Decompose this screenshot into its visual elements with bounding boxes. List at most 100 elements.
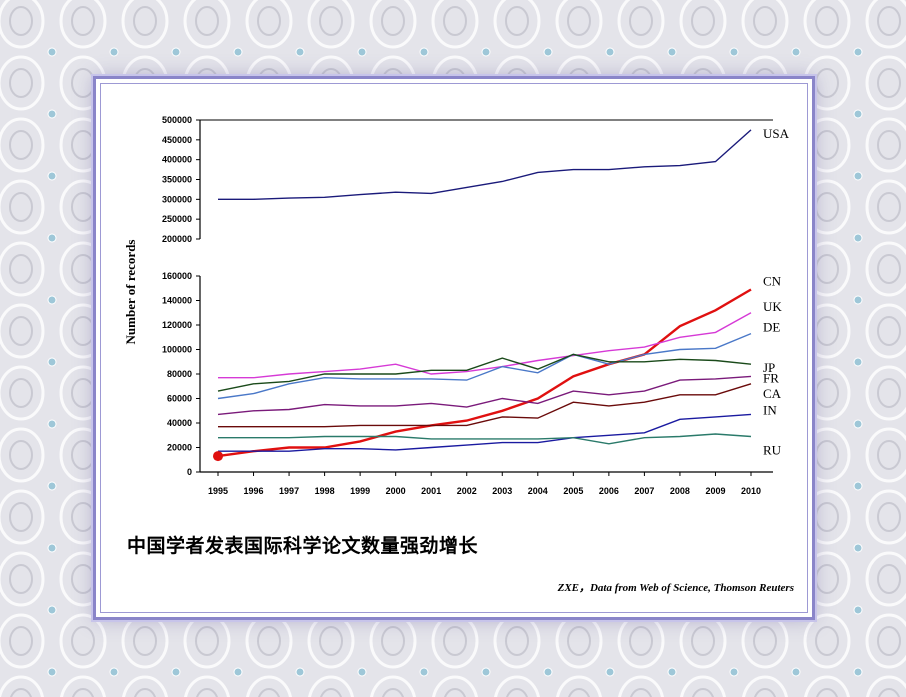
series-line-ca (218, 383, 752, 428)
ornament (171, 667, 230, 697)
x-tick-label: 1998 (315, 486, 335, 496)
ornament (0, 613, 45, 669)
slide-inner-border (100, 83, 808, 613)
ornament (853, 109, 906, 173)
ornament (853, 605, 906, 669)
ornament (245, 0, 293, 49)
series-cn: CN (217, 273, 782, 458)
cn-start-marker (213, 451, 223, 462)
ornament (0, 675, 44, 697)
ornament (543, 667, 602, 697)
y-tick-label: 120000 (162, 320, 192, 330)
chart-caption: 中国学者发表国际科学论文数量强劲增长 (127, 535, 479, 557)
x-tick-label: 2008 (670, 486, 690, 496)
y-tick-label: 40000 (167, 418, 192, 428)
series-label-ru: RU (763, 442, 782, 457)
ornament (419, 667, 478, 697)
y-tick-label: 300000 (162, 194, 192, 204)
series-jp: JP (217, 353, 775, 392)
y-tick-label: 60000 (167, 394, 192, 404)
ornament (0, 55, 45, 111)
series-usa: USA (218, 126, 790, 201)
series-line-ru (218, 433, 752, 445)
ornament (47, 667, 106, 697)
ornament (667, 667, 726, 697)
axes: 5000004500004000003500003000002500002000… (162, 115, 773, 496)
ornament (791, 667, 850, 697)
ornament (853, 171, 906, 235)
ornament (431, 0, 479, 49)
ornament (0, 365, 45, 421)
slide-frame (91, 74, 817, 622)
y-tick-label: 500000 (162, 115, 192, 125)
ornament (369, 0, 417, 49)
y-tick-label: 400000 (162, 155, 192, 165)
series-label-uk: UK (763, 299, 782, 314)
series-label-de: DE (763, 320, 780, 335)
x-tick-label: 2010 (741, 486, 761, 496)
ornament (357, 667, 416, 697)
ornament (47, 605, 107, 669)
y-tick-label: 350000 (162, 175, 192, 185)
ornament (307, 0, 355, 49)
series-line-de (217, 332, 752, 400)
x-tick-label: 2007 (634, 486, 654, 496)
x-tick-label: 2004 (528, 486, 548, 496)
series-uk: UK (218, 299, 782, 379)
ornament (555, 0, 603, 49)
x-tick-label: 2006 (599, 486, 619, 496)
line-chart: 5000004500004000003500003000002500002000… (123, 115, 790, 496)
ornament (617, 0, 665, 49)
series-ru: RU (218, 433, 782, 457)
ornament (0, 489, 45, 545)
x-tick-label: 2000 (386, 486, 406, 496)
ornament (0, 179, 45, 235)
ornament (865, 0, 906, 49)
ornament (47, 171, 107, 235)
ornament (853, 295, 906, 359)
x-tick-label: 1996 (244, 486, 264, 496)
series-label-jp: JP (763, 360, 775, 375)
y-tick-label: 200000 (162, 234, 192, 244)
ornament (853, 419, 906, 483)
y-tick-label: 140000 (162, 296, 192, 306)
y-tick-label: 0 (187, 467, 192, 477)
ornament (59, 0, 107, 49)
y-tick-label: 100000 (162, 345, 192, 355)
ornament (853, 357, 906, 421)
ornament (853, 667, 906, 697)
series-de: DE (217, 320, 780, 400)
x-tick-label: 2003 (492, 486, 512, 496)
source-note: ZXE，Data from Web of Science, Thomson Re… (557, 582, 794, 594)
ornament (109, 667, 168, 697)
series-line-cn (217, 288, 752, 458)
series-label-fr: FR (763, 370, 779, 385)
ornament (481, 667, 540, 697)
series-line-in (218, 413, 752, 452)
ornament (295, 667, 354, 697)
ornament (853, 543, 906, 607)
ornament (853, 47, 906, 111)
x-tick-label: 1997 (279, 486, 299, 496)
y-axis-label: Number of records (123, 240, 138, 345)
y-tick-label: 250000 (162, 214, 192, 224)
y-tick-label: 160000 (162, 271, 192, 281)
series-label-usa: USA (763, 126, 790, 141)
ornament (803, 0, 851, 49)
ornament (853, 233, 906, 297)
ornament (605, 667, 664, 697)
ornament (0, 303, 45, 359)
x-tick-label: 2001 (421, 486, 441, 496)
ornament (0, 241, 45, 297)
ornament (0, 551, 45, 607)
y-tick-label: 450000 (162, 135, 192, 145)
series-label-ca: CA (763, 386, 782, 401)
x-tick-label: 1995 (208, 486, 228, 496)
ornament (121, 0, 169, 49)
series-fr: FR (217, 370, 779, 416)
ornament (0, 427, 45, 483)
ornament (853, 481, 906, 545)
ornament (493, 0, 541, 49)
series-label-in: IN (763, 402, 777, 417)
y-tick-label: 20000 (167, 443, 192, 453)
